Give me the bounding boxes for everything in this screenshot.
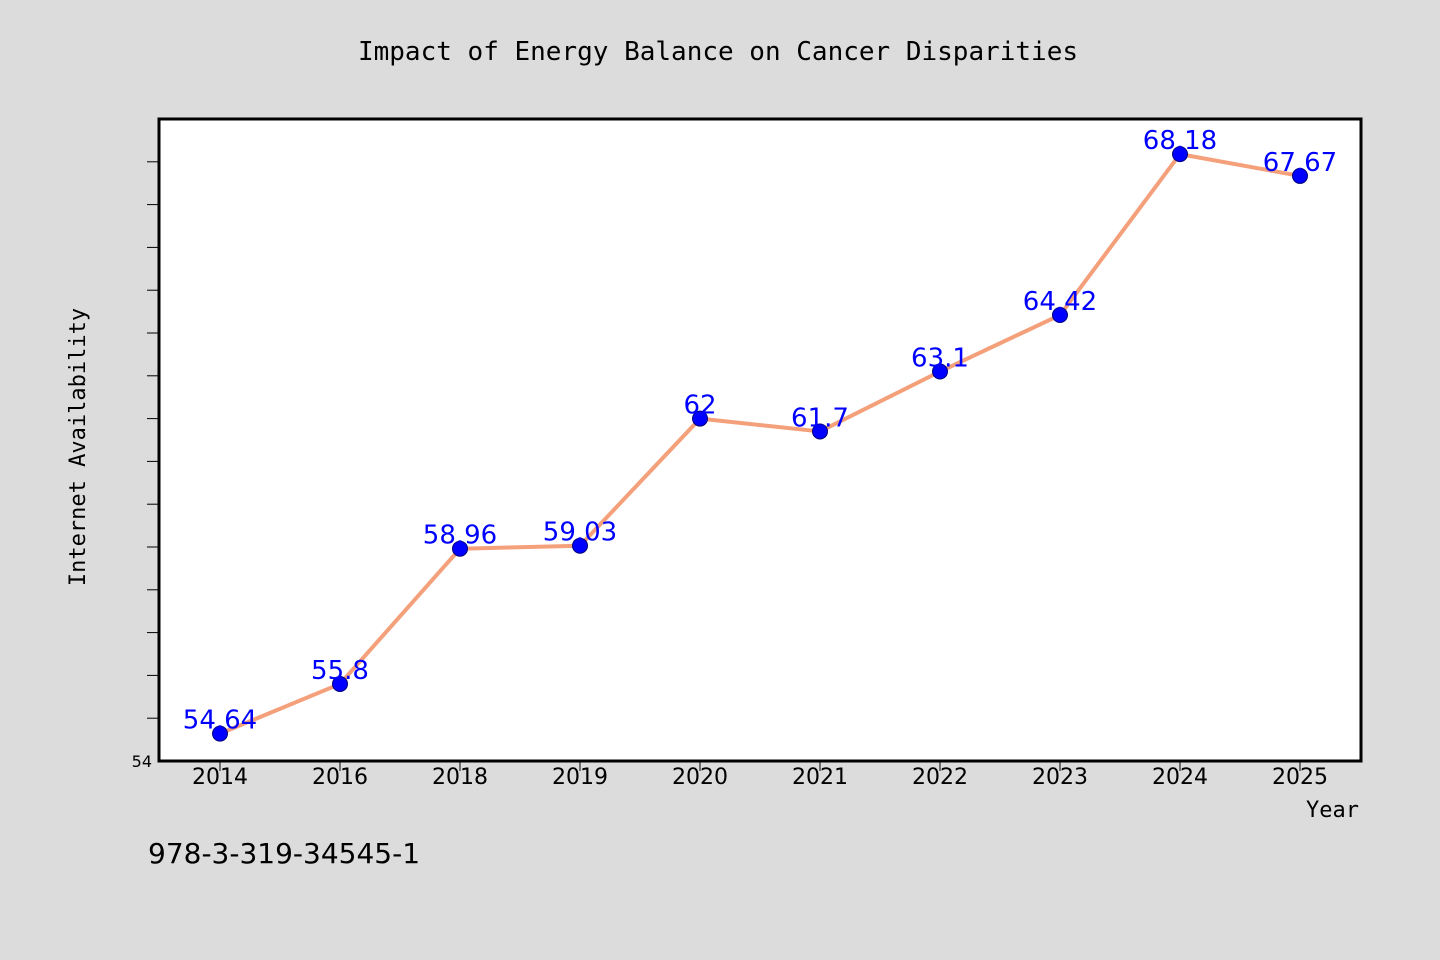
chart-title: Impact of Energy Balance on Cancer Dispa… [358,37,1078,67]
data-label: 62 [683,391,716,421]
data-label: 58.96 [423,521,497,551]
data-point [932,363,948,380]
data-point [812,423,828,440]
data-label: 59.03 [543,518,617,548]
x-axis-ticks [219,761,1301,771]
data-label: 68.18 [1143,126,1217,156]
isbn-footer: 978-3-319-34545-1 [148,837,420,870]
data-labels: 54.64 55.8 58.96 59.03 62 61.7 63.1 64.42 68.18 6… [183,126,1337,736]
x-tick-label: 2023 [1032,765,1088,790]
x-tick-label: 2016 [312,765,368,790]
x-tick-label: 2020 [672,765,728,790]
data-label: 61.7 [791,403,849,433]
x-tick-label: 2024 [1152,765,1208,790]
data-point [692,410,708,427]
plot-area [157,117,1363,763]
y-tick-label: 54 [132,752,152,771]
x-tick-label: 2018 [432,765,488,790]
data-point [212,725,228,742]
x-axis-tick-labels: 2014 2016 2018 2019 2020 2021 2022 2023 2024 2025 [192,765,1328,790]
data-point [332,675,348,692]
data-point [452,540,468,557]
series-line [219,152,1301,736]
x-tick-label: 2021 [792,765,848,790]
series-line-group [219,152,1301,736]
y-axis-ticks [147,161,159,719]
x-tick-label: 2025 [1272,765,1328,790]
data-label: 54.64 [183,706,257,736]
data-point [1052,307,1068,324]
data-label: 67.67 [1263,148,1337,178]
x-tick-label: 2019 [552,765,608,790]
x-tick-label: 2014 [192,765,248,790]
data-label: 63.1 [911,344,969,374]
data-label: 55.8 [311,656,369,686]
data-point [1172,146,1188,163]
x-axis-label: Year [1306,798,1359,823]
data-label: 64.42 [1023,287,1097,317]
data-point [1292,167,1308,184]
y-axis-label: Internet Availability [66,308,91,586]
data-markers [212,146,1308,742]
x-tick-label: 2022 [912,765,968,790]
y-axis-tick-labels: 54 [132,752,152,771]
data-point [572,537,588,554]
